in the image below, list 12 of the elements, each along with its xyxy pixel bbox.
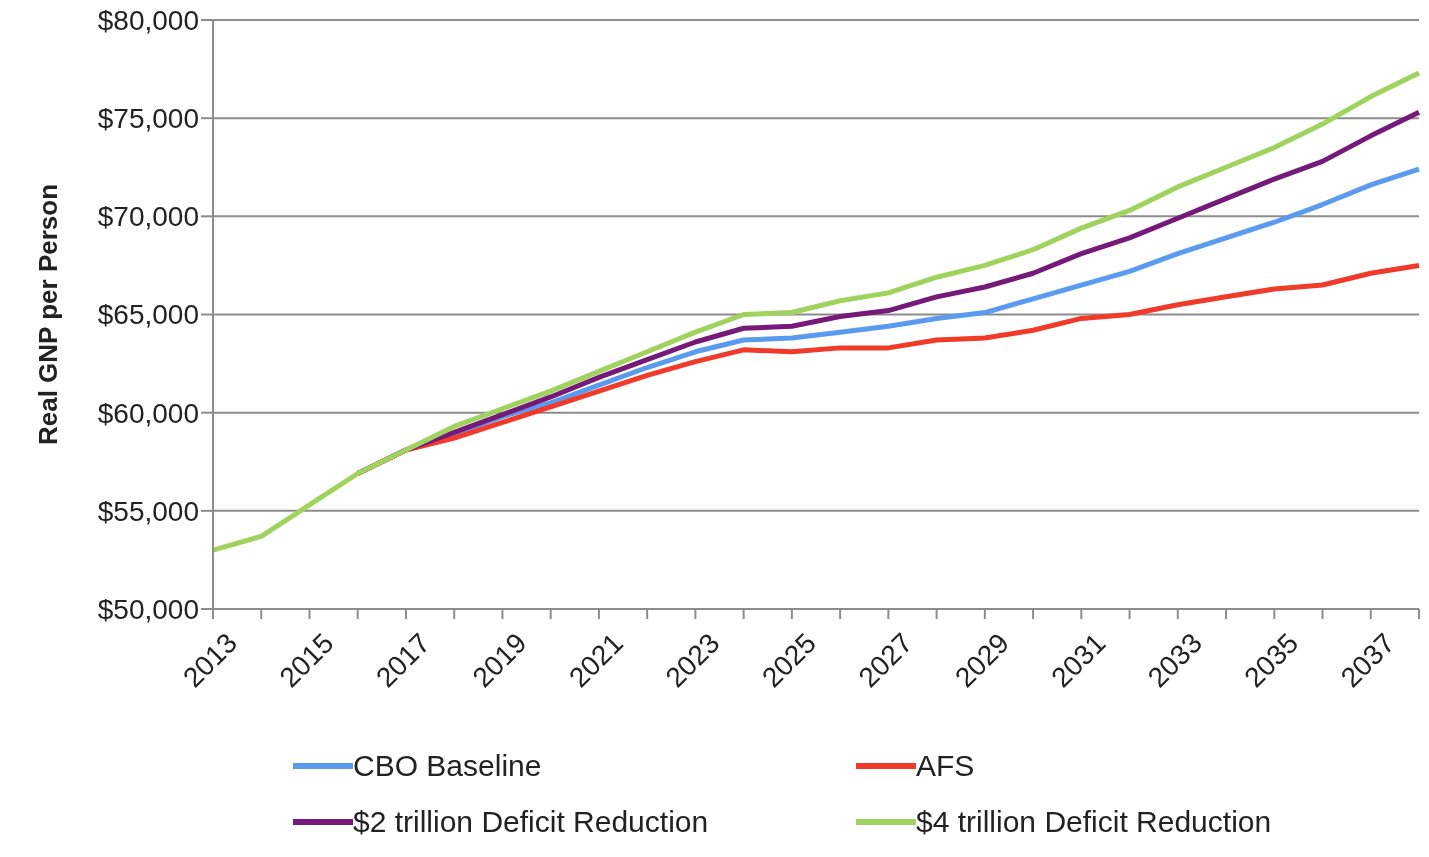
y-axis-title: Real GNP per Person bbox=[33, 183, 64, 446]
y-tick-label: $70,000 bbox=[97, 201, 199, 233]
y-tick-label: $65,000 bbox=[97, 299, 199, 331]
legend-label: $4 trillion Deficit Reduction bbox=[916, 805, 1272, 839]
legend-label: CBO Baseline bbox=[353, 749, 542, 783]
legend-label: $2 trillion Deficit Reduction bbox=[353, 805, 709, 839]
y-tick-label: $50,000 bbox=[97, 593, 199, 625]
y-tick-label: $80,000 bbox=[97, 4, 199, 36]
legend-label: AFS bbox=[916, 749, 975, 783]
y-tick-label: $55,000 bbox=[97, 495, 199, 527]
y-tick-label: $75,000 bbox=[97, 103, 199, 135]
y-tick-label: $60,000 bbox=[97, 397, 199, 429]
